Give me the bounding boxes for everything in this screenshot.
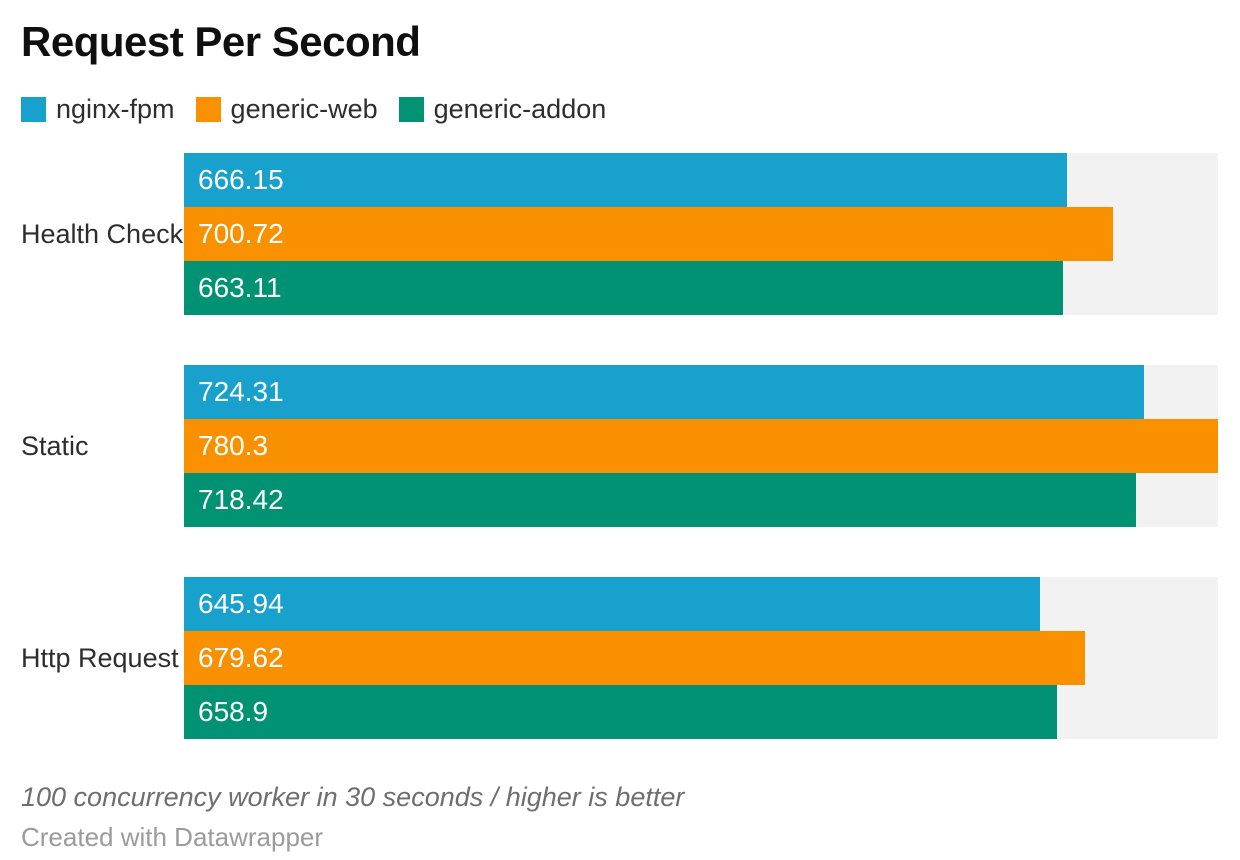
chart-note: 100 concurrency worker in 30 seconds / h… xyxy=(21,782,685,813)
bar-track: 663.11 xyxy=(184,261,1218,316)
bar-track: 679.62 xyxy=(184,631,1218,686)
bar-generic-web: 780.3 xyxy=(184,419,1218,474)
legend-label: nginx-fpm xyxy=(56,94,175,125)
category-label: Http Request xyxy=(21,642,179,673)
legend-swatch-icon xyxy=(21,97,46,123)
bar-nginx-fpm: 724.31 xyxy=(184,365,1144,420)
bar-generic-web: 700.72 xyxy=(184,207,1113,262)
bar-value-label: 663.11 xyxy=(198,272,282,304)
bar-generic-addon: 658.9 xyxy=(184,685,1058,740)
legend-label: generic-addon xyxy=(433,94,607,125)
bar-value-label: 679.62 xyxy=(198,642,284,674)
bar-stack: 645.94 679.62 658.9 xyxy=(184,577,1218,740)
bar-value-label: 718.42 xyxy=(198,484,284,516)
bar-group: Http Request 645.94 679.62 658.9 xyxy=(0,577,1218,740)
bar-group: Static 724.31 780.3 718.42 xyxy=(0,365,1218,528)
bar-track: 724.31 xyxy=(184,365,1218,420)
bar-nginx-fpm: 666.15 xyxy=(184,153,1067,208)
bar-group: Health Check 666.15 700.72 663.11 xyxy=(0,153,1218,316)
legend: nginx-fpm generic-web generic-addon xyxy=(21,94,1218,125)
bar-track: 718.42 xyxy=(184,473,1218,528)
bar-value-label: 666.15 xyxy=(198,164,284,196)
chart-title: Request Per Second xyxy=(21,18,421,65)
bar-value-label: 658.9 xyxy=(198,696,269,728)
bar-nginx-fpm: 645.94 xyxy=(184,577,1040,632)
bar-generic-addon: 663.11 xyxy=(184,261,1063,316)
bar-stack: 724.31 780.3 718.42 xyxy=(184,365,1218,528)
bar-track: 666.15 xyxy=(184,153,1218,208)
datawrapper-attribution: Created with Datawrapper xyxy=(21,822,324,853)
bar-track: 658.9 xyxy=(184,685,1218,740)
legend-label: generic-web xyxy=(230,94,378,125)
category-label: Static xyxy=(21,430,89,461)
legend-item-nginx-fpm: nginx-fpm xyxy=(21,94,175,125)
legend-swatch-icon xyxy=(195,97,221,123)
legend-swatch-icon xyxy=(398,97,424,123)
bar-track: 645.94 xyxy=(184,577,1218,632)
bar-track: 780.3 xyxy=(184,419,1218,474)
bar-generic-addon: 718.42 xyxy=(184,473,1136,528)
bar-stack: 666.15 700.72 663.11 xyxy=(184,153,1218,316)
bar-chart: Health Check 666.15 700.72 663.11 Static 724.… xyxy=(0,153,1218,740)
bar-track: 700.72 xyxy=(184,207,1218,262)
bar-value-label: 645.94 xyxy=(198,588,284,620)
legend-item-generic-web: generic-web xyxy=(195,94,378,125)
bar-value-label: 780.3 xyxy=(198,430,269,462)
bar-value-label: 724.31 xyxy=(198,376,284,408)
legend-item-generic-addon: generic-addon xyxy=(398,94,607,125)
bar-value-label: 700.72 xyxy=(198,218,284,250)
category-label: Health Check xyxy=(21,218,184,249)
bar-generic-web: 679.62 xyxy=(184,631,1085,686)
